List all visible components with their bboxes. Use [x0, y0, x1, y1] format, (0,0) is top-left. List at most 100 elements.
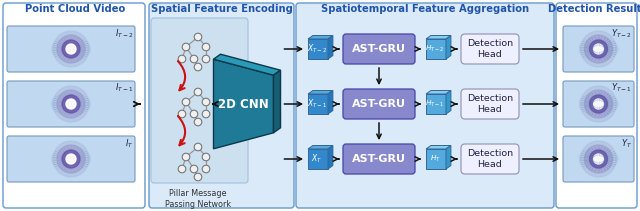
Circle shape [182, 98, 190, 106]
FancyBboxPatch shape [556, 3, 637, 208]
FancyBboxPatch shape [7, 136, 135, 182]
FancyBboxPatch shape [461, 144, 519, 174]
Polygon shape [328, 91, 333, 114]
Text: Pillar Message
Passing Network: Pillar Message Passing Network [165, 189, 231, 209]
Circle shape [202, 153, 210, 161]
Text: $Y_{T-2}$: $Y_{T-2}$ [611, 27, 632, 39]
Circle shape [202, 55, 210, 63]
Circle shape [589, 150, 607, 168]
Circle shape [202, 98, 210, 106]
Circle shape [593, 154, 604, 164]
Polygon shape [426, 35, 451, 39]
Text: AST-GRU: AST-GRU [352, 99, 406, 109]
Polygon shape [426, 149, 446, 169]
Circle shape [53, 31, 89, 67]
Circle shape [593, 44, 604, 54]
Text: Spatiotemporal Feature Aggregation: Spatiotemporal Feature Aggregation [321, 4, 529, 14]
Polygon shape [426, 146, 451, 149]
Circle shape [584, 145, 612, 173]
Circle shape [182, 43, 190, 51]
Text: $Y_T$: $Y_T$ [621, 137, 632, 150]
FancyBboxPatch shape [149, 3, 294, 208]
Text: $X_{T-1}$: $X_{T-1}$ [307, 98, 327, 110]
Text: $X_{T-2}$: $X_{T-2}$ [307, 43, 327, 55]
FancyBboxPatch shape [461, 89, 519, 119]
FancyBboxPatch shape [343, 34, 415, 64]
Polygon shape [273, 70, 280, 133]
Text: $H_{T-2}$: $H_{T-2}$ [426, 44, 445, 54]
FancyBboxPatch shape [563, 81, 634, 127]
Circle shape [190, 55, 198, 63]
Polygon shape [426, 94, 446, 114]
Text: Detection
Head: Detection Head [467, 149, 513, 169]
FancyBboxPatch shape [343, 144, 415, 174]
Polygon shape [308, 39, 328, 59]
Text: Detection
Head: Detection Head [467, 94, 513, 114]
Circle shape [593, 99, 604, 109]
Text: Spatial Feature Encoding: Spatial Feature Encoding [150, 4, 292, 14]
Polygon shape [446, 146, 451, 169]
Polygon shape [328, 146, 333, 169]
Circle shape [182, 153, 190, 161]
Polygon shape [328, 35, 333, 59]
Circle shape [202, 110, 210, 118]
Circle shape [62, 150, 80, 168]
Text: $H_T$: $H_T$ [429, 154, 440, 164]
Circle shape [53, 141, 89, 177]
Circle shape [584, 90, 612, 118]
Circle shape [178, 55, 186, 63]
Circle shape [66, 154, 76, 164]
FancyBboxPatch shape [296, 3, 554, 208]
Circle shape [194, 63, 202, 71]
Polygon shape [426, 91, 451, 94]
Polygon shape [446, 35, 451, 59]
FancyBboxPatch shape [151, 18, 248, 183]
Text: $Y_{T-1}$: $Y_{T-1}$ [611, 82, 632, 95]
Polygon shape [214, 59, 273, 149]
Circle shape [178, 165, 186, 173]
Circle shape [202, 165, 210, 173]
Circle shape [66, 44, 76, 54]
Circle shape [194, 173, 202, 181]
FancyBboxPatch shape [461, 34, 519, 64]
Text: $I_{T-2}$: $I_{T-2}$ [115, 27, 133, 39]
Circle shape [66, 99, 76, 109]
FancyBboxPatch shape [7, 81, 135, 127]
Circle shape [57, 90, 85, 118]
FancyBboxPatch shape [563, 26, 634, 72]
Polygon shape [426, 39, 446, 59]
Polygon shape [308, 35, 333, 39]
Text: Detection Results: Detection Results [548, 4, 640, 14]
Polygon shape [308, 146, 333, 149]
Text: AST-GRU: AST-GRU [352, 44, 406, 54]
Polygon shape [308, 91, 333, 94]
Text: AST-GRU: AST-GRU [352, 154, 406, 164]
FancyBboxPatch shape [3, 3, 145, 208]
Circle shape [57, 145, 85, 173]
Circle shape [194, 118, 202, 126]
Circle shape [62, 95, 80, 113]
FancyBboxPatch shape [7, 26, 135, 72]
Text: Detection
Head: Detection Head [467, 39, 513, 59]
Polygon shape [214, 54, 280, 75]
Text: $X_T$: $X_T$ [312, 153, 323, 165]
Text: $I_{T-1}$: $I_{T-1}$ [115, 82, 133, 95]
Circle shape [589, 95, 607, 113]
Text: $I_T$: $I_T$ [125, 137, 133, 150]
Text: Point Cloud Video: Point Cloud Video [26, 4, 125, 14]
Circle shape [580, 86, 616, 122]
Circle shape [194, 88, 202, 96]
Circle shape [580, 141, 616, 177]
Circle shape [589, 40, 607, 58]
Circle shape [62, 40, 80, 58]
Circle shape [53, 86, 89, 122]
Polygon shape [446, 91, 451, 114]
Polygon shape [308, 94, 328, 114]
Circle shape [584, 35, 612, 63]
FancyBboxPatch shape [343, 89, 415, 119]
Circle shape [178, 110, 186, 118]
Polygon shape [308, 149, 328, 169]
Circle shape [580, 31, 616, 67]
Circle shape [190, 110, 198, 118]
Circle shape [202, 43, 210, 51]
